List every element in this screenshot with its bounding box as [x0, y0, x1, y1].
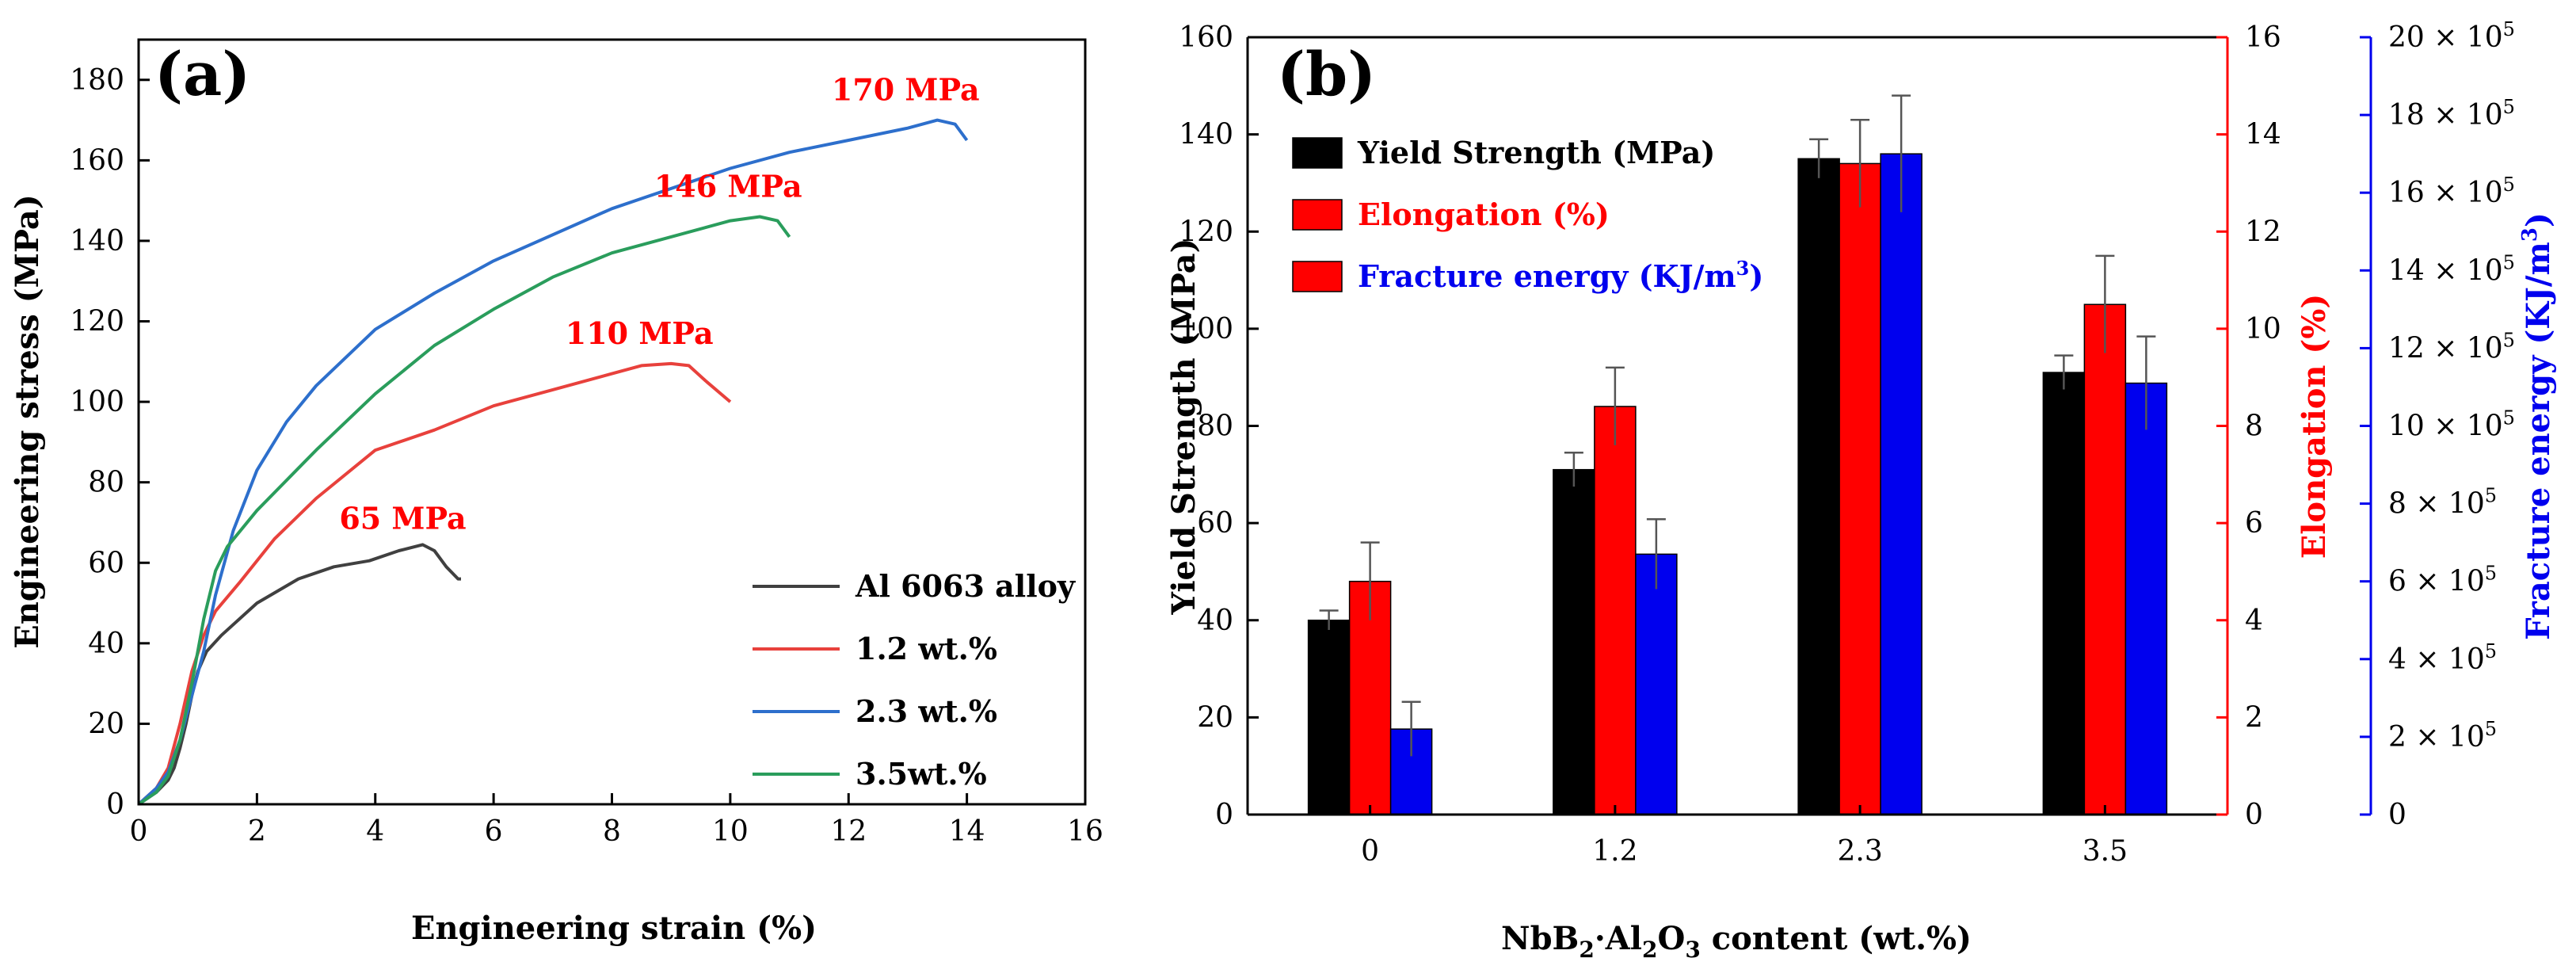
y-tick-label-b-left: 40 [1197, 605, 1233, 637]
y-axis-title-elongation: Elongation (%) [2296, 294, 2333, 559]
y-tick-label-elongation: 0 [2245, 799, 2263, 831]
bar-3-3 [1880, 153, 1922, 815]
y-tick-label-fracture-energy: 20 × 105 [2388, 18, 2515, 54]
curve-series-1 [137, 543, 461, 806]
y-tick-label-fracture-energy: 14 × 105 [2388, 251, 2515, 287]
y-tick-label-b-left: 160 [1179, 21, 1233, 54]
y-tick-label-b-left: 60 [1197, 507, 1233, 540]
curve-series-4 [137, 215, 791, 806]
y-axis-title-b-left: Yield Strength (MPa) [1165, 238, 1202, 615]
x-tick-label-a: 4 [366, 815, 384, 848]
x-tick-label-b: 0 [1361, 835, 1379, 868]
y-tick-label-b-left: 80 [1197, 410, 1233, 443]
x-tick-label-b: 2.3 [1837, 835, 1882, 868]
x-axis-title-b: NbB2·Al2O3 content (wt.%) [1501, 920, 1972, 963]
y-tick-label-a: 20 [88, 708, 124, 740]
bar-1-1 [1307, 620, 1351, 815]
y-tick-label-b-left: 0 [1215, 799, 1233, 831]
y-tick-label-fracture-energy: 18 × 105 [2388, 96, 2515, 132]
y-tick-label-fracture-energy: 4 × 105 [2388, 640, 2497, 676]
y-tick-label-b-left: 100 [1179, 313, 1233, 345]
x-tick-label-a: 14 [949, 815, 985, 848]
x-tick-label-b: 3.5 [2083, 835, 2128, 868]
x-axis-title-a: Engineering strain (%) [411, 910, 817, 947]
y-tick-label-b-left: 120 [1179, 216, 1233, 248]
legend-label-a-1: Al 6063 alloy [855, 568, 1076, 604]
legend-swatch-b-1 [1292, 137, 1343, 169]
y-tick-label-fracture-energy: 6 × 105 [2388, 563, 2497, 598]
legend-label-a-4: 3.5wt.% [855, 756, 987, 792]
y-tick-label-a: 180 [70, 64, 124, 97]
y-tick-label-elongation: 12 [2245, 216, 2281, 248]
y-tick-label-a: 0 [106, 788, 124, 821]
y-tick-label-elongation: 4 [2245, 605, 2263, 637]
legend-label-a-2: 1.2 wt.% [855, 631, 997, 666]
y-tick-label-elongation: 6 [2245, 507, 2263, 540]
panel-label-a: (a) [154, 39, 250, 109]
y-tick-label-b-left: 140 [1179, 119, 1233, 151]
x-tick-label-b: 1.2 [1592, 835, 1637, 868]
legend-label-b-2: Elongation (%) [1358, 197, 1610, 232]
y-tick-label-fracture-energy: 12 × 105 [2388, 329, 2515, 364]
peak-label-4: 146 MPa [654, 168, 802, 204]
bar-2-3 [1839, 162, 1881, 815]
curve-series-3 [137, 118, 969, 806]
panel-b: 0 20 40 60 80 100 120 140 160 0 2 4 6 8 10 12 14 16 Elonga… [1165, 18, 2557, 963]
y-axis-title-a: Engineering stress (MPa) [9, 194, 46, 649]
bar-1-2 [1553, 468, 1595, 815]
y-tick-label-elongation: 14 [2245, 119, 2281, 151]
y-tick-label-elongation: 10 [2245, 313, 2281, 345]
x-tick-label-a: 12 [830, 815, 867, 848]
legend-label-b-1: Yield Strength (MPa) [1357, 135, 1715, 170]
legend-label-a-3: 2.3 wt.% [855, 693, 997, 729]
y-tick-label-a: 60 [88, 547, 124, 579]
y-axis-title-fracture-energy: Fracture energy (KJ/m3) [2518, 212, 2557, 640]
y-tick-label-a: 160 [70, 144, 124, 177]
y-tick-label-fracture-energy: 10 × 105 [2388, 407, 2515, 443]
bar-3-2 [1635, 553, 1678, 815]
legend-swatch-b-2 [1292, 199, 1343, 231]
x-tick-label-a: 8 [603, 815, 621, 848]
y-tick-label-a: 40 [88, 628, 124, 660]
curve-series-2 [137, 361, 732, 806]
bar-3-4 [2124, 382, 2168, 815]
peak-label-3: 170 MPa [832, 72, 980, 108]
y-tick-label-fracture-energy: 2 × 105 [2388, 718, 2497, 754]
y-tick-label-elongation: 2 [2245, 701, 2263, 734]
x-tick-label-a: 10 [712, 815, 749, 848]
legend-swatch-b-3 [1292, 261, 1343, 292]
panel-label-b: (b) [1277, 39, 1376, 109]
y-tick-label-a: 80 [88, 467, 124, 499]
peak-label-2: 110 MPa [566, 315, 714, 351]
bar-1-3 [1797, 158, 1840, 815]
peak-label-1: 65 MPa [339, 500, 466, 536]
y-tick-label-fracture-energy: 16 × 105 [2388, 174, 2515, 209]
x-tick-label-a: 2 [248, 815, 266, 848]
y-tick-label-elongation: 16 [2245, 21, 2281, 54]
plot-frame-a [137, 38, 1087, 806]
y-tick-label-b-left: 20 [1197, 701, 1233, 734]
y-tick-label-fracture-energy: 8 × 105 [2388, 485, 2497, 521]
y-tick-label-fracture-energy: 0 [2388, 799, 2406, 831]
x-tick-label-a: 6 [485, 815, 503, 848]
bar-2-2 [1594, 406, 1637, 815]
y-tick-label-a: 140 [70, 225, 124, 258]
legend-label-b-3: Fracture energy (KJ/m3) [1358, 257, 1763, 294]
bar-1-4 [2042, 372, 2086, 815]
bar-2-4 [2083, 303, 2127, 815]
x-tick-label-a: 16 [1067, 815, 1103, 848]
y-tick-label-a: 100 [70, 386, 124, 418]
x-tick-label-a: 0 [130, 815, 148, 848]
y-tick-label-elongation: 8 [2245, 410, 2263, 443]
y-tick-label-a: 120 [70, 306, 124, 338]
